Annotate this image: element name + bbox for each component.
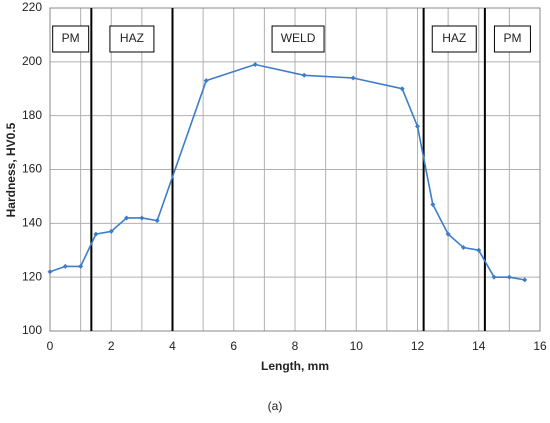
zone-box bbox=[52, 25, 90, 53]
data-point bbox=[78, 263, 84, 269]
y-tick-label: 140 bbox=[22, 216, 42, 230]
caption: (a) bbox=[268, 399, 283, 413]
data-point bbox=[445, 231, 451, 237]
x-tick-label: 6 bbox=[230, 339, 237, 353]
zone-box bbox=[109, 25, 155, 53]
data-point bbox=[415, 123, 420, 129]
x-tick-label: 8 bbox=[292, 339, 299, 353]
data-point bbox=[476, 247, 482, 253]
x-tick-label: 4 bbox=[169, 339, 176, 353]
data-point bbox=[154, 218, 160, 224]
x-tick-label: 16 bbox=[533, 339, 547, 353]
data-point bbox=[522, 277, 528, 283]
data-point bbox=[203, 78, 209, 84]
x-tick-label: 0 bbox=[47, 339, 54, 353]
zone-box bbox=[431, 25, 477, 53]
zone-box bbox=[493, 25, 531, 53]
y-tick-label: 200 bbox=[22, 54, 42, 68]
zone-label: HAZ bbox=[120, 31, 144, 45]
y-tick-label: 160 bbox=[22, 162, 42, 176]
zone-label: PM bbox=[503, 31, 521, 45]
data-line bbox=[49, 63, 525, 281]
x-tick-label: 12 bbox=[411, 339, 425, 353]
data-point bbox=[93, 231, 99, 237]
y-tick-label: 220 bbox=[22, 0, 42, 14]
data-point bbox=[47, 269, 53, 275]
zone-box bbox=[271, 25, 325, 53]
zone-label: WELD bbox=[281, 31, 316, 45]
data-point bbox=[139, 215, 145, 221]
x-tick-label: 10 bbox=[350, 339, 364, 353]
data-point bbox=[491, 274, 497, 280]
data-point bbox=[124, 215, 130, 221]
data-point bbox=[62, 263, 68, 269]
data-point bbox=[252, 62, 258, 68]
data-point bbox=[350, 75, 356, 81]
y-tick-label: 180 bbox=[22, 108, 42, 122]
x-axis-label: Length, mm bbox=[261, 359, 329, 373]
data-point bbox=[301, 72, 307, 78]
data-point bbox=[108, 228, 114, 234]
plot-frame bbox=[49, 7, 541, 332]
data-point bbox=[460, 245, 466, 251]
x-tick-label: 2 bbox=[108, 339, 115, 353]
y-tick-label: 120 bbox=[22, 269, 42, 283]
y-axis-label: Hardness, HV0.5 bbox=[4, 122, 18, 217]
x-tick-label: 14 bbox=[472, 339, 486, 353]
zone-label: PM bbox=[62, 31, 80, 45]
y-tick-label: 100 bbox=[22, 323, 42, 337]
zone-label: HAZ bbox=[442, 31, 466, 45]
data-point bbox=[399, 86, 405, 92]
data-point bbox=[430, 201, 436, 207]
data-point bbox=[506, 274, 512, 280]
